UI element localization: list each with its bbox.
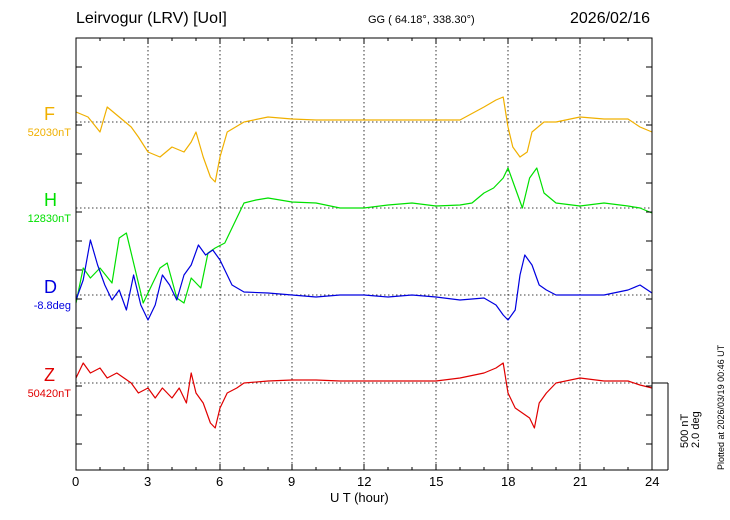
- channel-name-z: Z: [44, 365, 55, 385]
- scale-bar: [652, 382, 669, 471]
- date-label: 2026/02/16: [570, 10, 651, 27]
- x-tick-label: 6: [216, 474, 224, 489]
- series-line-h: [75, 167, 653, 304]
- plotted-note: Plotted at 2026/03/19 00:46 UT: [716, 344, 726, 470]
- station-title: Leirvogur (LRV) [UoI]: [76, 10, 227, 27]
- x-axis-label: U T (hour): [330, 490, 389, 505]
- series-line-d: [75, 239, 653, 321]
- x-tick-label: 0: [72, 474, 80, 489]
- channel-name-h: H: [44, 190, 57, 210]
- channel-name-f: F: [44, 104, 55, 124]
- channel-baseline-h: 12830nT: [27, 213, 71, 225]
- channel-baseline-f: 52030nT: [27, 127, 71, 139]
- channel-name-d: D: [44, 277, 57, 297]
- x-tick-label: 15: [429, 474, 444, 489]
- series-line-f: [75, 96, 653, 183]
- series-line-z: [75, 362, 653, 429]
- channel-baseline-z: 50420nT: [27, 388, 71, 400]
- x-tick-label: 12: [357, 474, 372, 489]
- x-tick-label: 18: [501, 474, 516, 489]
- scale-deg-label: 2.0 deg: [690, 411, 702, 448]
- channel-baseline-d: -8.8deg: [33, 300, 71, 312]
- x-tick-label: 21: [573, 474, 588, 489]
- x-tick-label: 9: [288, 474, 296, 489]
- x-tick-label: 3: [144, 474, 152, 489]
- series-group: [75, 96, 653, 429]
- coords-label: GG ( 64.18°, 338.30°): [368, 14, 475, 26]
- grid-lines: [76, 38, 652, 470]
- x-tick-label: 24: [645, 474, 660, 489]
- plot-frame: [75, 37, 653, 471]
